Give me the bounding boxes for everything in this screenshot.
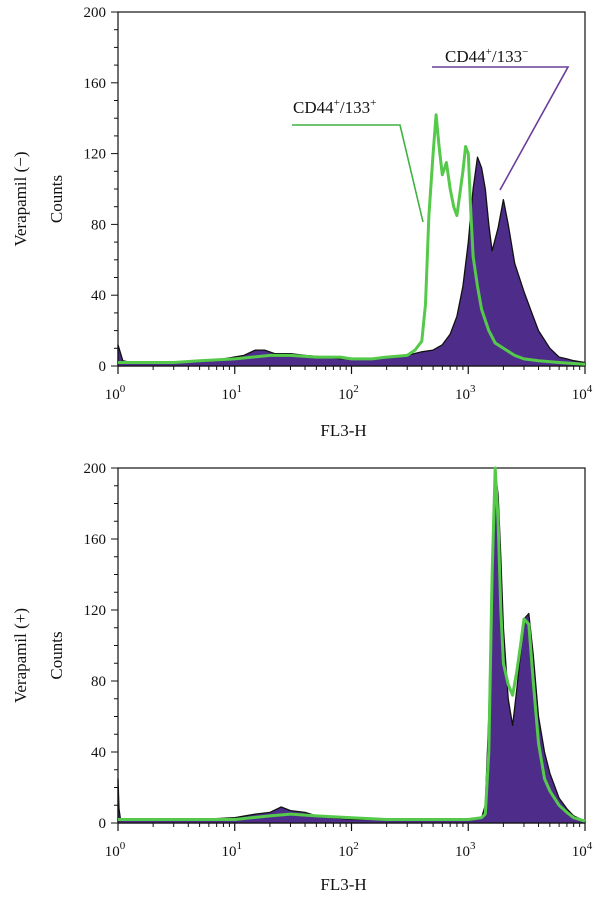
x-axis-title: FL3-H — [320, 875, 366, 894]
x-tick-label: 103 — [455, 840, 476, 860]
y-tick-label: 40 — [91, 745, 106, 761]
y-tick-label: 80 — [91, 674, 106, 690]
y-axis-title: Counts — [47, 631, 66, 679]
y-axis-title: Counts — [47, 175, 66, 223]
y-tick-label: 80 — [91, 217, 106, 233]
x-tick-label: 103 — [455, 383, 476, 403]
x-tick-label: 100 — [105, 383, 126, 403]
panel-condition-label: Verapamil (+) — [11, 608, 30, 703]
x-tick-label: 102 — [338, 383, 359, 403]
x-tick-label: 102 — [338, 840, 359, 860]
panel-condition-label: Verapamil (−) — [11, 151, 30, 246]
chart-panel-1: 0 40 80 120 160 200 100 101 102 103 104 FL3-H Counts… — [11, 5, 593, 440]
annotation-cd44-133neg: CD44+/133− — [445, 46, 528, 66]
y-tick-label: 0 — [99, 359, 107, 375]
chart-panel-2: 0 40 80 120 160 200 100 101 102 103 104 FL3-H Counts… — [11, 461, 593, 894]
y-tick-label: 120 — [84, 147, 107, 163]
x-tick-label: 101 — [222, 383, 243, 403]
x-tick-label: 104 — [572, 383, 593, 403]
y-tick-label: 0 — [99, 816, 107, 832]
y-tick-label: 200 — [84, 5, 107, 21]
x-tick-label: 100 — [105, 840, 126, 860]
x-tick-label: 104 — [572, 840, 593, 860]
y-tick-label: 200 — [84, 461, 107, 477]
histogram-area-series-purple — [117, 470, 586, 824]
annotation-cd44-133pos: CD44+/133+ — [293, 97, 376, 117]
x-tick-label: 101 — [222, 840, 243, 860]
histogram-area-cd44-133 — [117, 156, 586, 367]
y-tick-label: 160 — [84, 76, 107, 92]
x-axis-title: FL3-H — [320, 421, 366, 440]
annotation-leader-cd44-133pos — [292, 124, 424, 223]
histogram-line-cd44-133 — [118, 113, 586, 366]
annotation-leader-cd44-133neg — [432, 66, 570, 191]
y-tick-label: 120 — [84, 603, 107, 619]
y-tick-label: 40 — [91, 288, 106, 304]
y-tick-label: 160 — [84, 532, 107, 548]
histogram-line-series-green — [118, 466, 586, 823]
